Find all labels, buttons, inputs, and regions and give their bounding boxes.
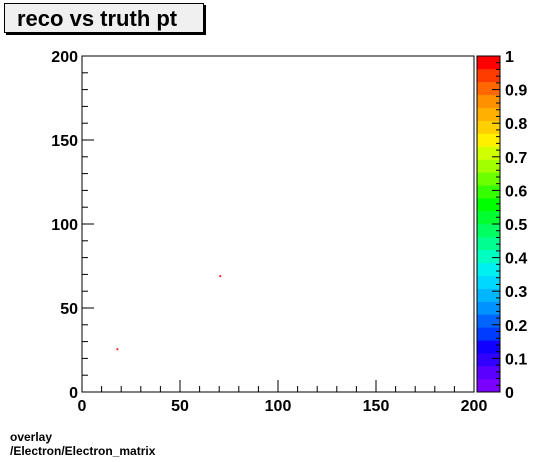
palette-band — [477, 81, 500, 96]
palette-tick-label: 0 — [505, 385, 514, 402]
palette-tick-label: 0.3 — [505, 284, 527, 301]
caption-path: /Electron/Electron_matrix — [10, 444, 156, 458]
chart-title-box: reco vs truth pt — [4, 3, 204, 33]
palette-tick-label: 0.2 — [505, 318, 527, 335]
x-tick-label: 50 — [171, 398, 189, 415]
palette-band — [477, 185, 500, 199]
y-tick-label: 200 — [51, 49, 78, 66]
palette-band — [477, 159, 500, 173]
chart-title: reco vs truth pt — [17, 6, 178, 31]
palette-band — [477, 211, 500, 225]
data-point — [116, 348, 119, 351]
palette-band — [477, 275, 500, 289]
x-tick-label: 150 — [363, 398, 390, 415]
palette-band — [477, 107, 500, 121]
palette-band — [477, 68, 500, 83]
y-tick-label: 150 — [51, 133, 78, 150]
palette-tick-label: 0.4 — [505, 251, 527, 268]
palette-tick-label: 0.6 — [505, 183, 527, 200]
x-tick-label: 100 — [265, 398, 292, 415]
palette-band — [477, 249, 500, 264]
caption-overlay: overlay — [10, 430, 53, 444]
y-tick-label: 0 — [69, 385, 78, 402]
palette-band — [477, 262, 500, 276]
x-tick-label: 0 — [78, 398, 87, 415]
palette-band — [477, 198, 500, 212]
palette-tick-label: 0.1 — [505, 351, 527, 368]
palette-band — [477, 120, 500, 134]
palette-tick-label: 0.5 — [505, 217, 527, 234]
data-point — [219, 275, 222, 278]
palette-band — [477, 236, 500, 251]
palette-band — [477, 366, 500, 380]
palette-band — [477, 314, 500, 328]
palette-tick-label: 0.9 — [505, 83, 527, 100]
palette-band — [477, 94, 500, 108]
y-tick-label: 50 — [60, 301, 78, 318]
palette-band — [477, 288, 500, 302]
palette-band — [477, 301, 500, 315]
palette-tick-label: 1 — [505, 49, 514, 66]
palette-tick-label: 0.7 — [505, 150, 527, 167]
palette-band — [477, 133, 500, 147]
plot-frame — [81, 55, 475, 393]
palette-band — [477, 327, 500, 341]
palette-band — [477, 224, 500, 238]
y-tick-label: 100 — [51, 217, 78, 234]
x-tick-label: 200 — [461, 398, 488, 415]
palette-band — [477, 56, 500, 70]
palette-band — [477, 379, 500, 393]
palette-band — [477, 340, 500, 354]
palette-band — [477, 146, 500, 160]
palette-band — [477, 172, 500, 186]
palette-tick-label: 0.8 — [505, 116, 527, 133]
palette-band — [477, 353, 500, 367]
